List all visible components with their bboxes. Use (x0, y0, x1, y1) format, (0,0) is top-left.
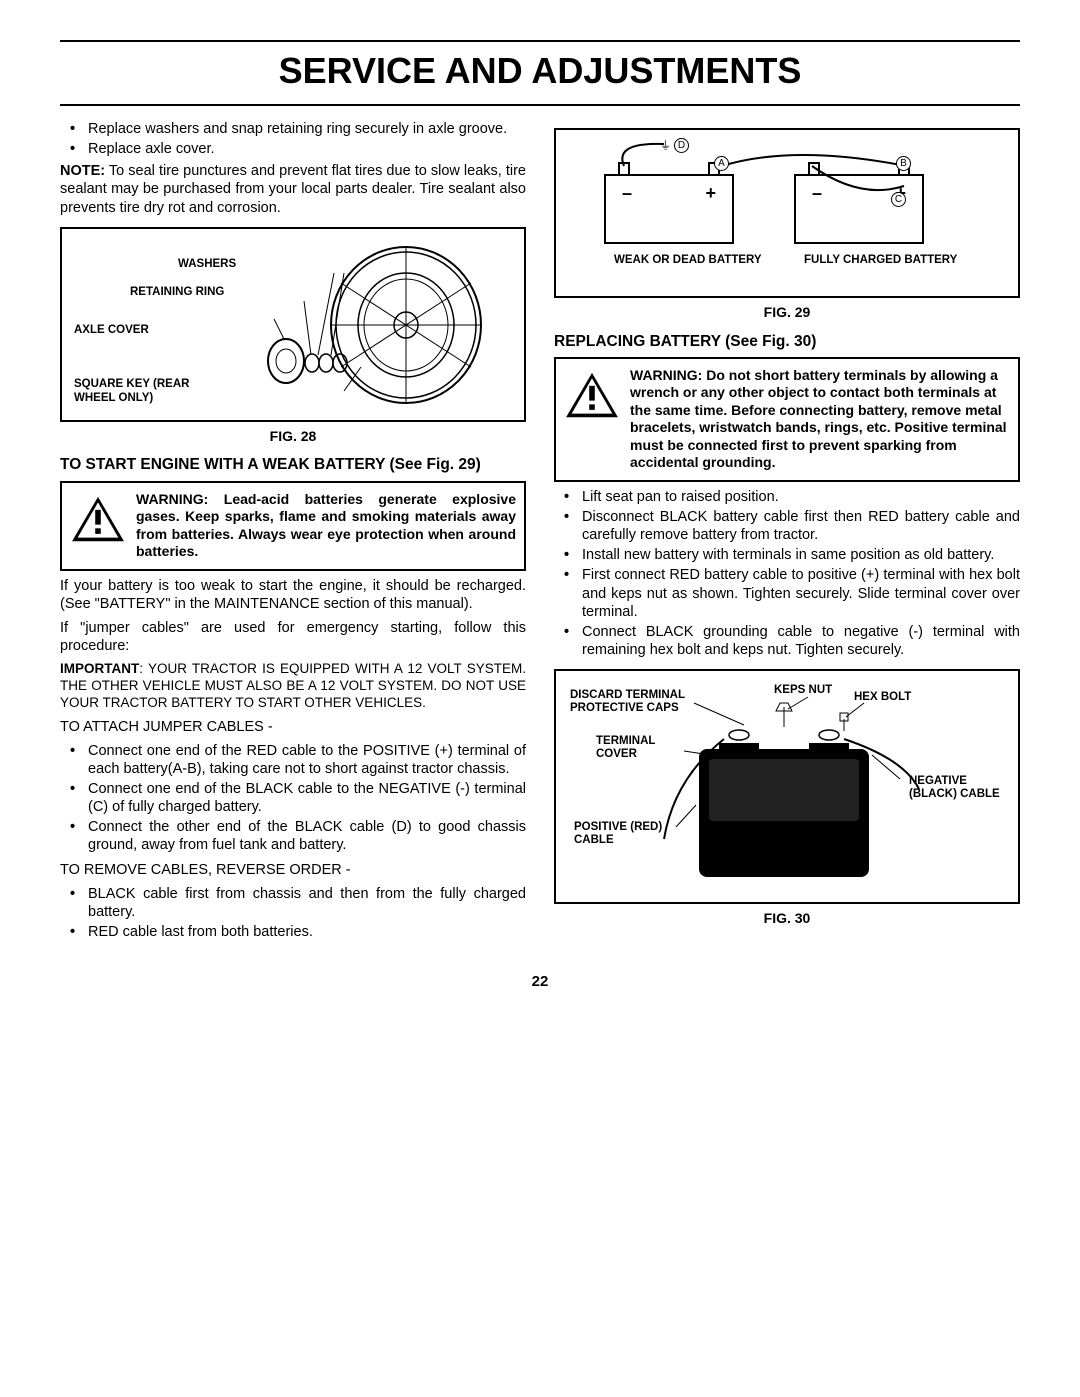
figure-30: DISCARD TERMINAL PROTECTIVE CAPS KEPS NU… (554, 669, 1020, 904)
note-paragraph: NOTE: To seal tire punctures and prevent… (60, 162, 526, 216)
attach-header: TO ATTACH JUMPER CABLES - (60, 718, 526, 736)
label-axle-cover: AXLE COVER (74, 323, 149, 337)
list-item: First connect RED battery cable to posit… (582, 566, 1020, 620)
list-item: Connect BLACK grounding cable to negativ… (582, 623, 1020, 659)
warning-text: WARNING: Do not short battery terminals … (630, 367, 1010, 472)
important-label: IMPORTANT (60, 661, 139, 676)
label-d: D (674, 138, 689, 153)
replace-bullets: Lift seat pan to raised position. Discon… (554, 488, 1020, 659)
replacing-battery-heading: REPLACING BATTERY (See Fig. 30) (554, 332, 1020, 351)
label-keps: KEPS NUT (774, 684, 832, 697)
list-item: Replace washers and snap retaining ring … (88, 120, 526, 138)
attach-bullets: Connect one end of the RED cable to the … (60, 742, 526, 855)
list-item: RED cable last from both batteries. (88, 923, 526, 941)
label-a: A (714, 156, 729, 171)
para1: If your battery is too weak to start the… (60, 577, 526, 613)
warning-text: WARNING: Lead-acid batteries generate ex… (136, 491, 516, 561)
figure-28: WASHERS RETAINING RING AXLE COVER SQUARE… (60, 227, 526, 422)
full-label: FULLY CHARGED BATTERY (804, 254, 957, 267)
para2: If "jumper cables" are used for emergenc… (60, 619, 526, 655)
label-hex: HEX BOLT (854, 691, 911, 704)
list-item: BLACK cable first from chassis and then … (88, 885, 526, 921)
label-termcover: TERMINAL COVER (596, 735, 676, 760)
remove-header: TO REMOVE CABLES, REVERSE ORDER - (60, 861, 526, 879)
ground-icon: ⏚ (660, 140, 671, 154)
list-item: Disconnect BLACK battery cable first the… (582, 508, 1020, 544)
list-item: Connect one end of the RED cable to the … (88, 742, 526, 778)
warning-label: WARNING (136, 491, 204, 507)
label-washers: WASHERS (178, 257, 236, 271)
page-title: SERVICE AND ADJUSTMENTS (60, 40, 1020, 106)
label-positive: POSITIVE (RED) CABLE (574, 821, 674, 846)
tire-illustration (256, 243, 486, 408)
warning-box-2: WARNING: Do not short battery terminals … (554, 357, 1020, 482)
label-retaining-ring: RETAINING RING (130, 285, 224, 299)
warning-icon (564, 371, 620, 421)
warning-icon (70, 495, 126, 545)
list-item: Connect the other end of the BLACK cable… (88, 818, 526, 854)
left-column: Replace washers and snap retaining ring … (60, 118, 526, 943)
label-negative: NEGATIVE (BLACK) CABLE (909, 775, 1004, 800)
note-label: NOTE: (60, 163, 105, 179)
note-body: To seal tire punctures and prevent flat … (60, 163, 526, 215)
weak-label: WEAK OR DEAD BATTERY (614, 254, 762, 267)
figure-29: – + – + A B C D (554, 128, 1020, 298)
label-b: B (896, 156, 911, 171)
warning-box-1: WARNING: Lead-acid batteries generate ex… (60, 481, 526, 571)
list-item: Install new battery with terminals in sa… (582, 546, 1020, 564)
fig30-caption: FIG. 30 (554, 910, 1020, 928)
fig28-caption: FIG. 28 (60, 428, 526, 446)
list-item: Lift seat pan to raised position. (582, 488, 1020, 506)
label-c: C (891, 192, 906, 207)
label-discard: DISCARD TERMINAL PROTECTIVE CAPS (570, 689, 710, 714)
list-item: Connect one end of the BLACK cable to th… (88, 780, 526, 816)
right-column: – + – + A B C D (554, 118, 1020, 943)
label-square-key: SQUARE KEY (REAR WHEEL ONLY) (74, 377, 214, 406)
fig29-caption: FIG. 29 (554, 304, 1020, 322)
remove-bullets: BLACK cable first from chassis and then … (60, 885, 526, 941)
important-note: IMPORTANT: YOUR TRACTOR IS EQUIPPED WITH… (60, 661, 526, 712)
content-columns: Replace washers and snap retaining ring … (60, 118, 1020, 943)
weak-battery-heading: TO START ENGINE WITH A WEAK BATTERY (See… (60, 455, 526, 474)
page-number: 22 (60, 973, 1020, 990)
list-item: Replace axle cover. (88, 140, 526, 158)
top-bullets: Replace washers and snap retaining ring … (60, 120, 526, 158)
